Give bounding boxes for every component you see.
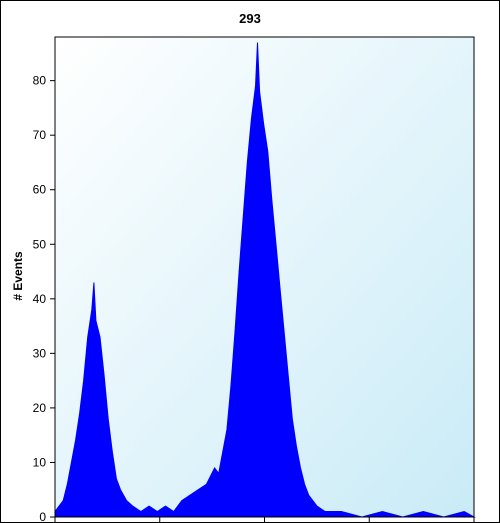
chart-title: 293 — [239, 11, 261, 26]
histogram-area — [54, 42, 476, 518]
y-tick-label: 0 — [39, 510, 46, 523]
y-tick-label: 60 — [33, 183, 47, 197]
y-tick-label: 50 — [33, 237, 47, 251]
y-tick-label: 30 — [33, 346, 47, 360]
y-tick-label: 10 — [33, 455, 47, 469]
y-axis-title: # Events — [11, 251, 25, 301]
y-tick-label: 40 — [33, 292, 47, 306]
y-tick-label: 20 — [33, 401, 47, 415]
y-tick-label: 80 — [33, 74, 47, 88]
y-tick-label: 70 — [33, 128, 47, 142]
